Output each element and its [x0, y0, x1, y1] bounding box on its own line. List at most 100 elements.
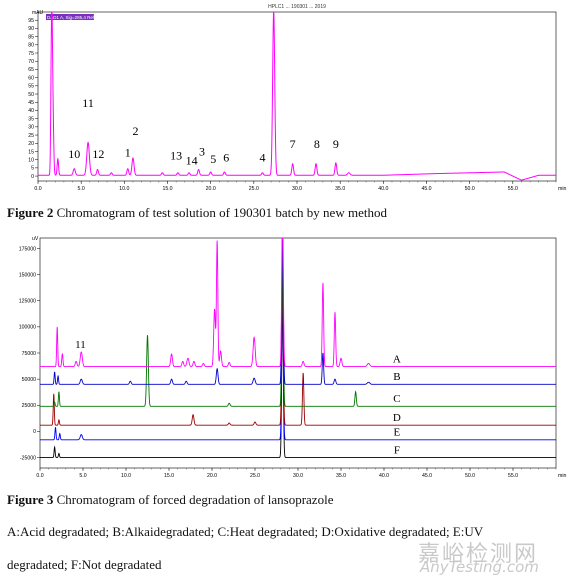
fig2-plot-frame — [37, 11, 557, 182]
fig3-x-tick-label: 30.0 — [293, 473, 303, 479]
fig3-series-label-c: C — [393, 393, 400, 405]
fig3-y-tick-label: 75000 — [22, 351, 37, 357]
fig2-peak-label: 3 — [199, 145, 205, 159]
fig3-y-tick-label: 175000 — [19, 246, 36, 252]
fig3-trace-c — [40, 249, 556, 407]
fig3-x-tick-label: 10.0 — [121, 473, 131, 479]
fig2-x-tick-label: 20.0 — [206, 186, 216, 192]
fig2-x-tick-label: 50.0 — [465, 186, 475, 192]
fig2-x-tick-label: 10.0 — [119, 186, 129, 192]
fig2-peak-label: 9 — [333, 137, 339, 151]
figure3-caption: Figure 3 Chromatogram of forced degradat… — [7, 492, 333, 508]
watermark-chinese: 嘉峪检测网 — [418, 542, 539, 567]
fig3-series-label-f: F — [394, 444, 400, 456]
fig3-y-tick-label: 25000 — [22, 403, 37, 409]
fig2-y-tick-label: 35 — [28, 116, 34, 122]
fig2-y-tick-label: 5 — [31, 166, 34, 172]
fig3-y-tick-label: 100000 — [19, 325, 36, 331]
fig2-y-tick-label: 45 — [28, 100, 34, 106]
fig2-y-tick-label: 70 — [28, 59, 34, 65]
fig3-y-tick-label: 0 — [33, 429, 36, 435]
fig2-x-tick-label: 35.0 — [335, 186, 345, 192]
fig2-y-tick-label: 0 — [31, 174, 34, 180]
fig3-y-tick-label: 150000 — [19, 272, 36, 278]
fig3-series-label-d: D — [393, 412, 401, 424]
fig3-peak-label: 11 — [75, 339, 86, 351]
figure3-caption-text: Chromatogram of forced degradation of la… — [56, 492, 334, 507]
fig2-peak-label: 6 — [223, 150, 229, 164]
fig3-x-tick-label: 55.0 — [508, 473, 518, 479]
fig2-peak-label: 5 — [210, 152, 216, 166]
watermark-anytesting: AnyTesting.com — [420, 558, 539, 576]
fig2-y-tick-label: 40 — [28, 108, 34, 114]
fig2-y-tick-label: 55 — [28, 84, 34, 90]
fig2-y-tick-label: 85 — [28, 34, 34, 40]
fig2-peak-label: 1 — [125, 145, 131, 159]
figure2-caption: Figure 2 Chromatogram of test solution o… — [7, 205, 387, 221]
fig2-y-tick-label: 15 — [28, 149, 34, 155]
fig3-plot-frame — [39, 237, 557, 469]
fig2-x-tick-label: 5.0 — [78, 186, 85, 192]
fig3-x-tick-label: 45.0 — [422, 473, 432, 479]
figure2-caption-label: Figure 2 — [7, 205, 54, 220]
fig3-y-tick-label: -25000 — [20, 455, 36, 461]
fig2-peak-label: 7 — [290, 137, 296, 151]
fig2-top-header: HPLC1 ... 190301 ... 2019 — [268, 4, 326, 10]
fig3-x-tick-label: 15.0 — [164, 473, 174, 479]
fig3-x-tick-label: 40.0 — [379, 473, 389, 479]
fig3-x-tick-label: 25.0 — [250, 473, 260, 479]
fig3-trace-e — [40, 282, 556, 441]
fig2-y-axis-label: mAU — [32, 10, 44, 16]
fig2-x-tick-label: 15.0 — [162, 186, 172, 192]
fig3-series-label-a: A — [393, 353, 401, 365]
fig2-trace — [38, 11, 556, 181]
fig3-trace-f — [40, 300, 556, 458]
fig2-y-tick-label: 30 — [28, 125, 34, 131]
fig2-x-tick-label: 25.0 — [249, 186, 259, 192]
fig2-y-tick-label: 50 — [28, 92, 34, 98]
fig3-x-axis-label: min — [558, 473, 566, 479]
fig2-y-tick-label: 60 — [28, 75, 34, 81]
figure3-legend-line-2: degradated; F:Not degradated — [7, 557, 162, 572]
fig2-y-tick-label: 80 — [28, 43, 34, 49]
fig3-y-tick-label: 125000 — [19, 299, 36, 305]
fig2-peak-label: 11 — [82, 96, 94, 110]
figure3-caption-label: Figure 3 — [7, 492, 54, 507]
fig3-x-tick-label: 0.0 — [36, 473, 43, 479]
fig3-x-tick-label: 5.0 — [79, 473, 86, 479]
fig2-y-tick-label: 95 — [28, 18, 34, 24]
fig2-y-tick-label: 65 — [28, 67, 34, 73]
fig3-y-tick-label: 50000 — [22, 377, 37, 383]
fig2-peak-label: 2 — [133, 124, 139, 138]
figure3-chromatogram: uV -25000 0 25000 50000 75000 100000 125000 1500… — [19, 236, 567, 479]
fig2-peak-label: 12 — [92, 147, 104, 161]
fig2-x-tick-label: 30.0 — [292, 186, 302, 192]
fig2-legend-text: DAD1 A, Sig=285,4 Ref=360,100 (...) — [47, 15, 122, 20]
fig2-peak-label: 4 — [259, 150, 265, 164]
fig3-x-tick-label: 35.0 — [336, 473, 346, 479]
fig3-x-tick-label: 20.0 — [207, 473, 217, 479]
fig3-trace-b — [40, 237, 556, 385]
fig2-x-tick-label: 55.0 — [508, 186, 518, 192]
fig2-x-tick-label: 45.0 — [421, 186, 431, 192]
fig2-y-tick-label: 75 — [28, 51, 34, 57]
fig3-trace-d — [40, 268, 556, 426]
fig2-peak-label: 13 — [170, 149, 182, 163]
fig2-y-tick-label: 25 — [28, 133, 34, 139]
fig3-series-label-b: B — [393, 371, 400, 383]
fig3-y-axis-label: uV — [32, 236, 39, 242]
fig3-trace-a — [40, 237, 556, 368]
fig3-series-label-e: E — [394, 427, 401, 439]
fig2-peak-label: 8 — [314, 137, 320, 151]
figure3-legend-line-1: A:Acid degradated; B:Alkaidegradated; C:… — [7, 524, 484, 539]
fig2-x-axis-label: min — [558, 186, 566, 192]
fig2-x-tick-label: 0.0 — [34, 186, 41, 192]
fig2-x-tick-label: 40.0 — [378, 186, 388, 192]
fig2-y-tick-label: 10 — [28, 157, 34, 163]
fig2-legend-swatch — [46, 14, 94, 20]
fig2-peak-label: 10 — [68, 147, 80, 161]
fig3-x-tick-label: 50.0 — [465, 473, 475, 479]
fig2-peak-label: 14 — [186, 154, 198, 168]
